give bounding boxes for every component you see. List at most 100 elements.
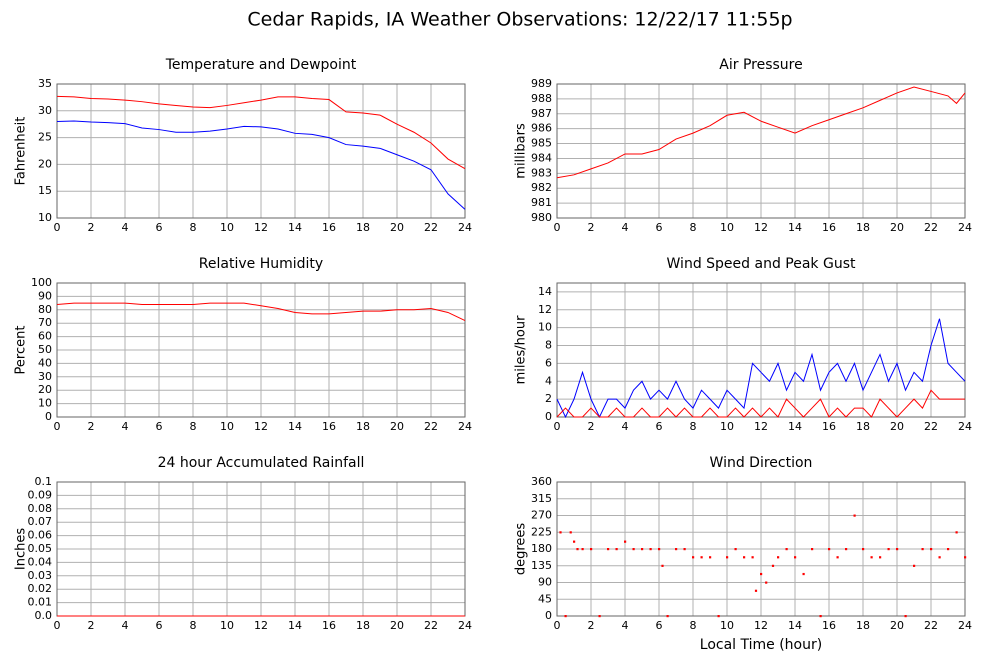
x-tick-label: 8 [190,619,197,632]
point [666,615,669,618]
point [632,548,635,551]
y-tick-label: 0.04 [28,555,53,568]
x-tick-label: 24 [458,420,472,433]
x-tick-label: 10 [720,221,734,234]
x-tick-label: 22 [424,420,438,433]
y-tick-label: 25 [38,131,52,144]
y-tick-label: 40 [38,356,52,369]
x-tick-label: 0 [54,221,61,234]
x-tick-label: 24 [458,619,472,632]
point [658,548,661,551]
x-tick-label: 0 [554,221,561,234]
point [828,548,831,551]
x-tick-label: 12 [254,619,268,632]
y-tick-label: 0.05 [28,542,53,555]
y-tick-label: 90 [538,576,552,589]
plot-frame [556,481,966,617]
x-tick-label: 18 [856,420,870,433]
x-tick-label: 8 [690,619,697,632]
y-tick-label: 984 [531,151,552,164]
series-line [56,95,466,170]
point [777,556,780,559]
point [581,548,584,551]
y-tick-label: 10 [38,211,52,224]
x-tick-label: 12 [254,221,268,234]
point [802,572,805,576]
point [624,540,627,543]
point [904,615,907,618]
point [896,548,899,551]
x-axis-label: Local Time (hour) [700,637,822,653]
x-tick-label: 4 [122,420,129,433]
y-tick-label: 80 [38,303,52,316]
point [794,556,797,559]
x-tick-label: 22 [924,221,938,234]
x-tick-label: 10 [720,619,734,632]
x-tick-label: 22 [924,420,938,433]
chart-title: Temperature and Dewpoint [165,57,357,73]
point [879,556,882,559]
x-tick-label: 2 [588,221,595,234]
chart-title: 24 hour Accumulated Rainfall [158,455,365,471]
y-tick-label: 4 [545,374,552,387]
y-tick-label: 0.01 [28,596,53,609]
x-tick-label: 4 [122,221,129,234]
x-tick-label: 8 [190,221,197,234]
point [683,548,686,551]
y-tick-label: 0.0 [35,609,53,622]
x-tick-label: 2 [88,420,95,433]
y-axis-label: Fahrenheit [14,117,29,186]
point [607,548,610,551]
point [887,548,890,551]
point [734,548,737,551]
series-line [556,86,966,179]
point [819,615,822,618]
y-tick-label: 981 [531,196,552,209]
y-tick-label: 10 [38,397,52,410]
y-tick-label: 0.1 [35,475,53,488]
series-line [556,389,965,418]
x-tick-label: 20 [890,420,904,433]
point [649,548,652,551]
point [590,548,593,551]
x-tick-label: 10 [720,420,734,433]
y-tick-label: 30 [38,104,52,117]
x-tick-label: 24 [958,619,972,632]
x-tick-label: 24 [458,221,472,234]
x-tick-label: 24 [958,221,972,234]
point [765,581,768,584]
x-tick-label: 22 [924,619,938,632]
y-axis-label: Inches [14,528,29,570]
x-tick-label: 16 [822,221,836,234]
series-line [56,302,466,321]
point [700,556,703,559]
x-tick-label: 16 [322,221,336,234]
x-tick-label: 16 [322,420,336,433]
x-tick-label: 8 [690,420,697,433]
series-line [556,318,966,419]
point [845,548,848,551]
x-tick-label: 10 [220,221,234,234]
x-tick-label: 22 [424,221,438,234]
y-tick-label: 8 [545,339,552,352]
x-tick-label: 12 [754,420,768,433]
point [760,572,763,576]
y-tick-label: 0 [45,410,52,423]
y-tick-label: 15 [38,184,52,197]
point [661,564,664,567]
x-tick-label: 0 [54,619,61,632]
y-tick-label: 987 [531,107,552,120]
y-tick-label: 0.08 [28,502,53,515]
y-tick-label: 0.06 [28,529,53,542]
point [913,564,916,567]
point [964,556,967,559]
y-tick-label: 0 [545,609,552,622]
point [955,531,958,534]
plot-frame [556,83,966,219]
x-tick-label: 18 [356,420,370,433]
y-tick-label: 45 [538,592,552,605]
point [598,615,601,618]
y-axis-label: miles/hour [514,315,529,384]
